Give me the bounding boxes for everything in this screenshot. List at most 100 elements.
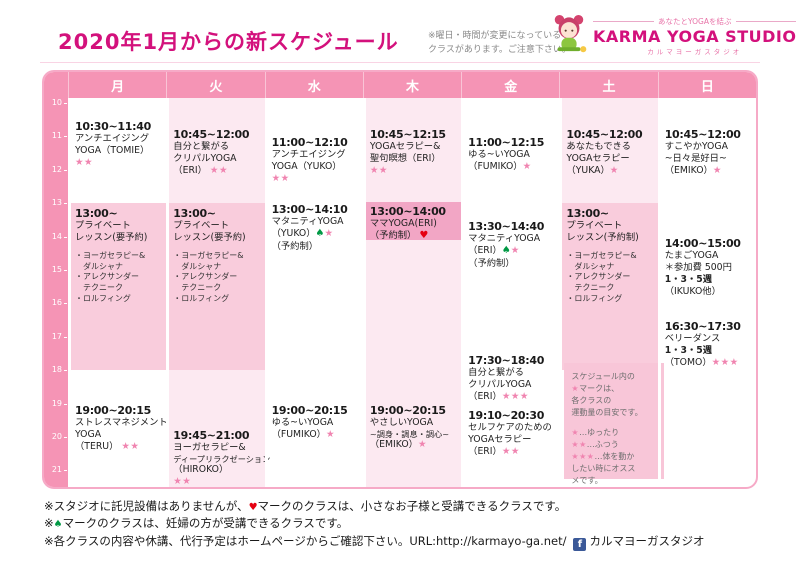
intensity-stars: ★★ bbox=[209, 164, 228, 176]
intensity-stars: ★ bbox=[324, 227, 334, 239]
column-mon: 10:30~11:40 アンチエイジング YOGA（TOMIE） ★★ 13:0… bbox=[68, 98, 168, 487]
class-wed-anti-aging: 11:00~12:10 アンチエイジング YOGA（YUKO） ★★ bbox=[271, 136, 348, 184]
hour-label: 15 bbox=[52, 266, 67, 274]
day-header-wed: 水 bbox=[264, 72, 363, 98]
tick-mark bbox=[64, 169, 67, 171]
footer-note-website: ※各クラスの内容や休講、代行予定はホームページからご確認下さい。URL:http… bbox=[44, 533, 704, 551]
tick-mark bbox=[64, 202, 67, 204]
private-menu-list: ・ヨーガセラピー& ダルシャナ ・アレクサンダー テクニーク ・ロルフィング bbox=[566, 250, 637, 303]
column-sat: 10:45~12:00 あなたもできる YOGAセラピー （YUKA）★ 13:… bbox=[559, 98, 664, 487]
studio-name: KARMA YOGA STUDIO bbox=[593, 27, 797, 46]
class-tue-private-lesson: 13:00~ プライベート レッスン(要予約) ・ヨーガセラピー& ダルシャナ … bbox=[169, 203, 265, 370]
intensity-stars: ★ bbox=[417, 439, 428, 451]
intensity-stars: ★ bbox=[609, 164, 619, 176]
class-mon-private-lesson: 13:00~ プライベート レッスン(要予約) ・ヨーガセラピー& ダルシャナ … bbox=[71, 203, 167, 370]
day-header-fri: 金 bbox=[461, 72, 559, 98]
tick-mark bbox=[64, 403, 67, 405]
time-axis: 10 11 12 13 14 15 16 17 18 19 20 21 bbox=[44, 98, 68, 487]
header-divider bbox=[40, 62, 760, 63]
footer-note-maternity: ※♠マークのクラスは、妊婦の方が受講できるクラスです。 bbox=[44, 516, 349, 531]
tick-mark bbox=[64, 336, 67, 338]
studio-tagline: あなたとYOGAを結ぶ bbox=[593, 16, 796, 27]
class-sat-yoga-therapy: 10:45~12:00 あなたもできる YOGAセラピー （YUKA）★ bbox=[566, 128, 643, 176]
column-tue: 10:45~12:00 自分と繋がる クリパルYOGA （ERI） ★★ 13:… bbox=[166, 98, 271, 488]
class-tue-kripalu: 10:45~12:00 自分と繋がる クリパルYOGA （ERI） ★★ bbox=[173, 128, 250, 176]
tick-mark bbox=[64, 436, 67, 438]
day-header-row: 月 火 水 木 金 土 日 bbox=[44, 72, 756, 98]
hour-label: 17 bbox=[52, 333, 67, 341]
day-header-tue: 火 bbox=[166, 72, 264, 98]
class-sun-sukoyaka-yoga: 10:45~12:00 すこやかYOGA ~日々是好日~ （EMIKO）★ bbox=[664, 128, 741, 176]
hour-label: 18 bbox=[52, 366, 67, 374]
class-sat-private-lesson: 13:00~ プライベート レッスン(予約制) ・ヨーガセラピー& ダルシャナ … bbox=[562, 203, 658, 370]
tick-mark bbox=[64, 236, 67, 238]
schedule-change-notice: ※曜日・時間が変更になっている クラスがあります。ご注意下さい。 bbox=[428, 30, 571, 57]
tick-mark bbox=[64, 135, 67, 137]
tick-mark bbox=[64, 269, 67, 271]
intensity-stars: ★ bbox=[510, 244, 520, 256]
column-fri: 11:00~12:15 ゆる~いYOGA （FUMIKO）★ 13:30~14:… bbox=[461, 98, 559, 487]
class-mon-stress-management: 19:00~20:15 ストレスマネジメント YOGA （TERU） ★★ bbox=[75, 404, 168, 452]
class-thu-yoga-therapy-meditation: 10:45~12:15 YOGAセラピー& 聖句瞑想（ERI） ★★ bbox=[369, 128, 446, 176]
intensity-stars: ★ bbox=[325, 428, 336, 440]
intensity-stars: ★★★ bbox=[501, 390, 529, 402]
class-mon-anti-aging: 10:30~11:40 アンチエイジング YOGA（TOMIE） ★★ bbox=[75, 120, 151, 168]
facebook-page-name: カルマヨーガスタジオ bbox=[589, 533, 705, 548]
day-header-corner bbox=[44, 72, 68, 98]
hour-label: 12 bbox=[52, 166, 67, 174]
hour-label: 19 bbox=[52, 400, 67, 408]
star-legend-box: スケジュール内の ★マークは、 各クラスの 運動量の目安です。 ★…ゆったり ★… bbox=[564, 363, 664, 485]
intensity-stars: ★ bbox=[522, 160, 532, 172]
facebook-icon: f bbox=[573, 537, 587, 551]
hour-label: 13 bbox=[52, 199, 67, 207]
day-header-thu: 木 bbox=[362, 72, 461, 98]
class-fri-yuru-yoga: 11:00~12:15 ゆる~いYOGA （FUMIKO）★ bbox=[468, 136, 545, 172]
class-thu-gentle-yoga: 19:00~20:15 やさしいYOGA ~調身・調息・調心~ （EMIKO）★ bbox=[369, 404, 450, 451]
studio-name-kana: カルマヨーガスタジオ bbox=[647, 48, 743, 56]
studio-logo: あなたとYOGAを結ぶ KARMA YOGA STUDIO カルマヨーガスタジオ bbox=[550, 11, 796, 61]
kids-heart-mark: ♥ bbox=[248, 502, 258, 513]
day-header-sat: 土 bbox=[559, 72, 657, 98]
tick-mark bbox=[64, 302, 67, 304]
studio-mascot-icon bbox=[550, 11, 588, 61]
class-sun-belly-dance: 16:30~17:30 ベリーダンス 1・3・5週 （TOMO）★★★ bbox=[664, 320, 741, 368]
tick-mark bbox=[64, 102, 67, 104]
footer-note-kids: ※スタジオに託児設備はありませんが、♥マークのクラスは、小さなお子様と受講できる… bbox=[44, 499, 567, 513]
notice-line: クラスがあります。ご注意下さい。 bbox=[428, 44, 571, 55]
intensity-stars: ★ bbox=[712, 164, 722, 176]
tick-mark bbox=[64, 369, 67, 371]
intensity-stars: ★★ bbox=[501, 445, 520, 457]
day-header-mon: 月 bbox=[68, 72, 166, 98]
maternity-spade-mark: ♠ bbox=[53, 519, 63, 531]
class-fri-kripalu: 17:30~18:40 自分と繋がる クリパルYOGA （ERI）★★★ bbox=[468, 354, 545, 402]
maternity-spade-mark: ♠ bbox=[501, 244, 511, 256]
class-wed-yuru-yoga: 19:00~20:15 ゆる~いYOGA （FUMIKO）★ bbox=[271, 404, 348, 440]
class-wed-maternity: 13:00~14:10 マタニティYOGA （YUKO）♠★ （予約制） bbox=[271, 203, 348, 252]
maternity-spade-mark: ♠ bbox=[315, 227, 325, 239]
schedule-table: 月 火 水 木 金 土 日 10 11 12 13 14 15 16 17 18… bbox=[42, 70, 758, 489]
page-title: 2020年1月からの新スケジュール bbox=[58, 30, 399, 54]
hour-label: 14 bbox=[52, 233, 67, 241]
intensity-stars: ★★ bbox=[121, 440, 140, 452]
column-sun: 10:45~12:00 すこやかYOGA ~日々是好日~ （EMIKO）★ 14… bbox=[657, 98, 756, 487]
website-url-text: ※各クラスの内容や休講、代行予定はホームページからご確認下さい。URL:http… bbox=[44, 533, 567, 548]
day-header-sun: 日 bbox=[657, 72, 756, 98]
class-tue-deep-relaxation: 19:45~21:00 ヨーガセラピー& ディープリラクゼーション （HIROK… bbox=[173, 429, 271, 488]
tick-mark bbox=[64, 469, 67, 471]
kids-heart-mark: ♥ bbox=[419, 229, 429, 241]
hour-label: 20 bbox=[52, 433, 67, 441]
studio-logo-text: あなたとYOGAを結ぶ KARMA YOGA STUDIO カルマヨーガスタジオ bbox=[593, 16, 796, 56]
hour-label: 10 bbox=[52, 99, 67, 107]
hour-label: 11 bbox=[52, 132, 67, 140]
hour-label: 16 bbox=[52, 299, 67, 307]
hour-label: 21 bbox=[52, 466, 67, 474]
column-wed: 11:00~12:10 アンチエイジング YOGA（YUKO） ★★ 13:00… bbox=[264, 98, 363, 487]
intensity-stars: ★★★ bbox=[711, 356, 739, 368]
class-thu-mama-yoga: 13:00~14:00 ママYOGA(ERI) （予約制） ♥ bbox=[365, 202, 462, 241]
class-sun-tamago-yoga: 14:00~15:00 たまごYOGA ＊参加費 500円 1・3・5週 （IK… bbox=[664, 237, 741, 297]
column-thu: 10:45~12:15 YOGAセラピー& 聖句瞑想（ERI） ★★ 13:00… bbox=[362, 98, 462, 487]
footer-notes: ※スタジオに託児設備はありませんが、♥マークのクラスは、小さなお子様と受講できる… bbox=[44, 498, 704, 551]
private-menu-list: ・ヨーガセラピー& ダルシャナ ・アレクサンダー テクニーク ・ロルフィング bbox=[75, 250, 146, 303]
private-menu-list: ・ヨーガセラピー& ダルシャナ ・アレクサンダー テクニーク ・ロルフィング bbox=[173, 250, 244, 303]
